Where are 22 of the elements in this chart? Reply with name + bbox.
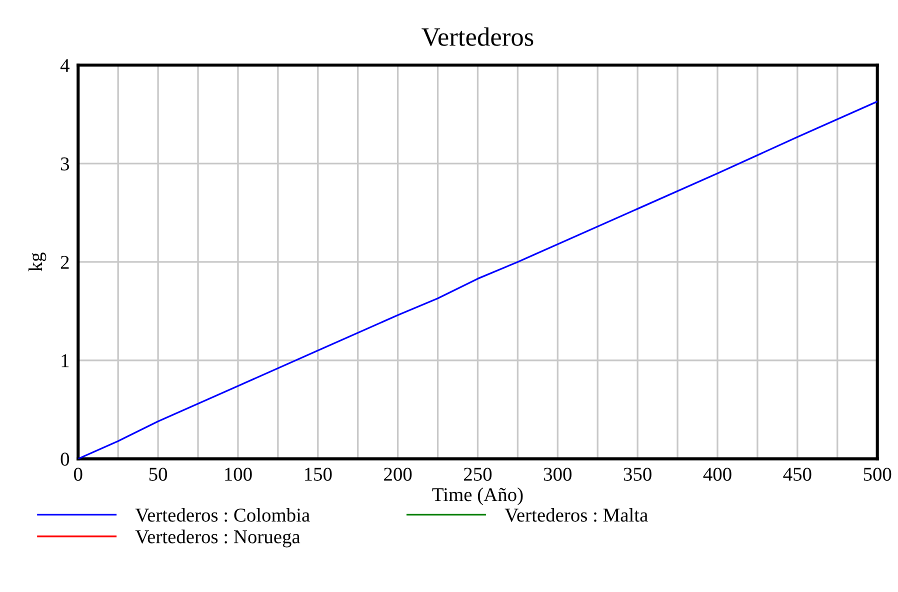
x-axis-title: Time (Año) [432, 488, 523, 506]
x-tick-label: 350 [624, 468, 652, 481]
legend-label: Vertederos : Noruega [135, 530, 300, 548]
x-tick-label: 200 [384, 468, 412, 481]
y-tick-label: 4 [60, 59, 70, 72]
x-tick-label: 300 [544, 468, 572, 481]
legend-label: Vertederos : Malta [504, 508, 648, 522]
x-tick-label: 150 [305, 468, 332, 481]
x-tick-label: 250 [464, 468, 492, 481]
legend-label: Vertederos : Colombia [135, 508, 310, 522]
y-tick-label: 3 [61, 157, 70, 170]
y-axis-title: kg [28, 252, 46, 272]
chart-title: Vertederos [422, 27, 534, 46]
x-tick-label: 0 [74, 468, 82, 481]
y-tick-label: 0 [60, 452, 70, 466]
y-tick-label: 2 [60, 256, 69, 269]
x-tick-label: 400 [703, 468, 732, 481]
y-tick-label: 1 [62, 354, 69, 368]
x-tick-label: 500 [864, 468, 892, 481]
x-tick-label: 50 [149, 468, 168, 481]
x-tick-label: 100 [225, 468, 252, 481]
x-tick-label: 450 [783, 468, 812, 481]
